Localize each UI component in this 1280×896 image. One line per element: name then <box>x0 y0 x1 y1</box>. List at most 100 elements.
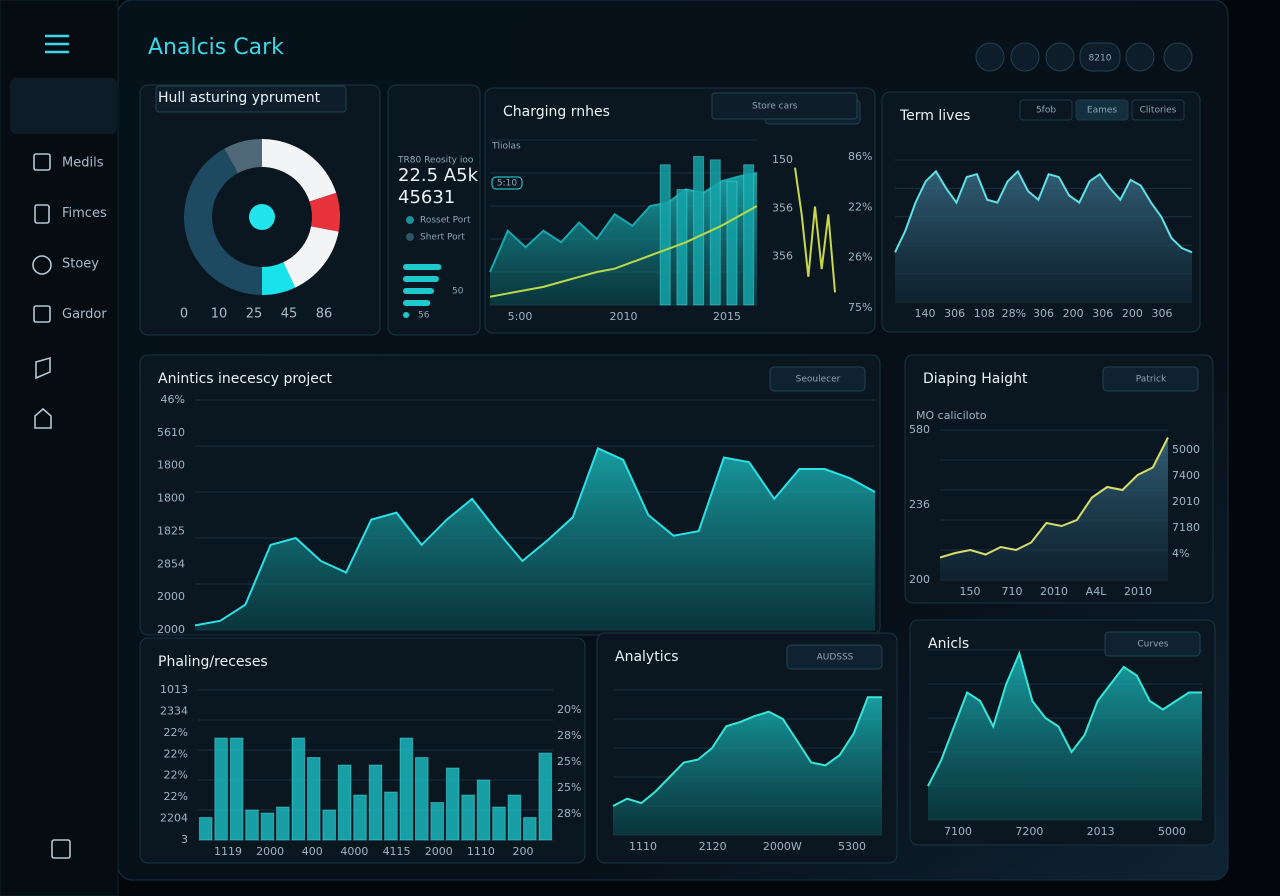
sidebar <box>0 0 119 896</box>
legend-label: Shert Port <box>420 233 465 243</box>
y2-tick-label: 20% <box>557 703 581 716</box>
x-tick-label: 5:00 <box>508 310 533 323</box>
y-tick-label: 22% <box>164 790 188 803</box>
bar <box>245 809 259 841</box>
x-tick-label: 7200 <box>1015 825 1043 838</box>
icon[interactable] <box>51 839 71 859</box>
panel-title: Diaping Haight <box>923 371 1028 387</box>
x-tick-label: 25 <box>246 307 263 322</box>
x-tick-label: 4000 <box>340 845 368 858</box>
bar <box>384 791 398 841</box>
y2-tick-label: 7180 <box>1172 521 1200 534</box>
bar-annotation: 56 <box>418 311 430 321</box>
y2-tick-label: 28% <box>557 729 581 742</box>
x-tick-label: 0 <box>180 307 188 322</box>
bar <box>276 806 290 841</box>
sidebar-active[interactable] <box>10 78 117 134</box>
subtitle: MO caliciloto <box>916 409 987 422</box>
x-tick-label: 710 <box>1002 585 1023 598</box>
dropdown[interactable] <box>155 85 347 113</box>
x-tick-label: 2120 <box>699 840 727 853</box>
icon-button[interactable] <box>1125 42 1155 72</box>
donut-center <box>249 204 275 230</box>
y-tick-label: 22% <box>164 747 188 760</box>
bar <box>461 794 475 841</box>
legend-swatch <box>406 233 414 241</box>
area-fill <box>895 171 1192 302</box>
x-tick-label: 7100 <box>944 825 972 838</box>
y-tick-label: 2204 <box>160 812 188 825</box>
tab-label: Clitories <box>1140 106 1177 116</box>
y-tick-label: 1013 <box>160 683 188 696</box>
x-tick-label: 306 <box>1152 307 1173 320</box>
icon-button[interactable] <box>1045 42 1075 72</box>
x-tick-label: 400 <box>302 845 323 858</box>
donut-slice <box>184 148 262 295</box>
x-tick-label: 200 <box>513 845 534 858</box>
dropdown[interactable] <box>769 366 866 392</box>
y-tick-label: 3 <box>181 833 188 846</box>
area-fill <box>490 173 757 305</box>
donut-slice <box>262 139 337 202</box>
area-fill <box>195 448 875 630</box>
y-tick-label: 1800 <box>157 492 185 505</box>
x-tick-label: 200 <box>1063 307 1084 320</box>
spark-label: 22% <box>848 200 872 213</box>
icon <box>32 255 52 275</box>
y2-tick-label: 356 <box>772 201 793 214</box>
nav-item: Gardor <box>62 307 107 322</box>
dropdown[interactable] <box>786 644 883 670</box>
menu-icon[interactable] <box>45 34 69 54</box>
data-line <box>939 437 1169 559</box>
dropdown[interactable] <box>1102 366 1199 392</box>
area-fill <box>940 437 1168 580</box>
tab[interactable] <box>1019 99 1073 121</box>
bar <box>399 737 414 841</box>
icon-button[interactable] <box>1010 42 1040 72</box>
tab-label: Eames <box>1087 106 1118 116</box>
x-tick-label: 5000 <box>1158 825 1186 838</box>
tag <box>491 176 523 190</box>
bar <box>260 812 275 841</box>
icon <box>34 204 50 224</box>
bar <box>368 764 383 841</box>
tab[interactable] <box>1075 99 1129 121</box>
icon[interactable] <box>35 356 51 380</box>
dropdown[interactable] <box>711 92 858 120</box>
donut-slice <box>262 262 296 295</box>
bar <box>337 764 352 841</box>
nav-item: Stoey <box>62 257 99 272</box>
icon-button[interactable] <box>975 42 1005 72</box>
panel-title: Charging rnhes <box>503 104 610 120</box>
x-tick-label: 306 <box>944 307 965 320</box>
x-tick-label: 150 <box>960 585 981 598</box>
y-tick-label: 46% <box>161 393 185 406</box>
mini-bar <box>403 264 442 270</box>
y-tick-label: 5610 <box>157 426 185 439</box>
bar <box>709 159 721 306</box>
annotation: Tliolas <box>491 142 521 152</box>
bar <box>523 817 537 841</box>
x-tick-label: 1119 <box>214 845 242 858</box>
x-tick-label: 306 <box>1092 307 1113 320</box>
dropdown[interactable] <box>1104 631 1201 657</box>
y2-tick-label: 25% <box>557 755 581 768</box>
spark-label: 26% <box>848 251 872 264</box>
mini-bar <box>403 300 431 306</box>
y2-tick-label: 2010 <box>1172 495 1200 508</box>
x-tick-label: 86 <box>316 307 333 322</box>
icon-button[interactable] <box>1163 42 1193 72</box>
x-tick-label: 108 <box>974 307 995 320</box>
bar <box>198 817 213 841</box>
page-title: Analcis Cark <box>148 35 284 60</box>
bar <box>291 737 306 841</box>
icon[interactable] <box>34 407 52 429</box>
bar <box>492 806 506 841</box>
y2-tick-label: 4% <box>1172 547 1189 560</box>
tab[interactable] <box>1131 99 1185 121</box>
x-tick-label: 2013 <box>1087 825 1115 838</box>
icon-button[interactable] <box>1079 42 1121 72</box>
y2-tick-label: 356 <box>772 250 793 263</box>
x-tick-label: 2010 <box>1124 585 1152 598</box>
